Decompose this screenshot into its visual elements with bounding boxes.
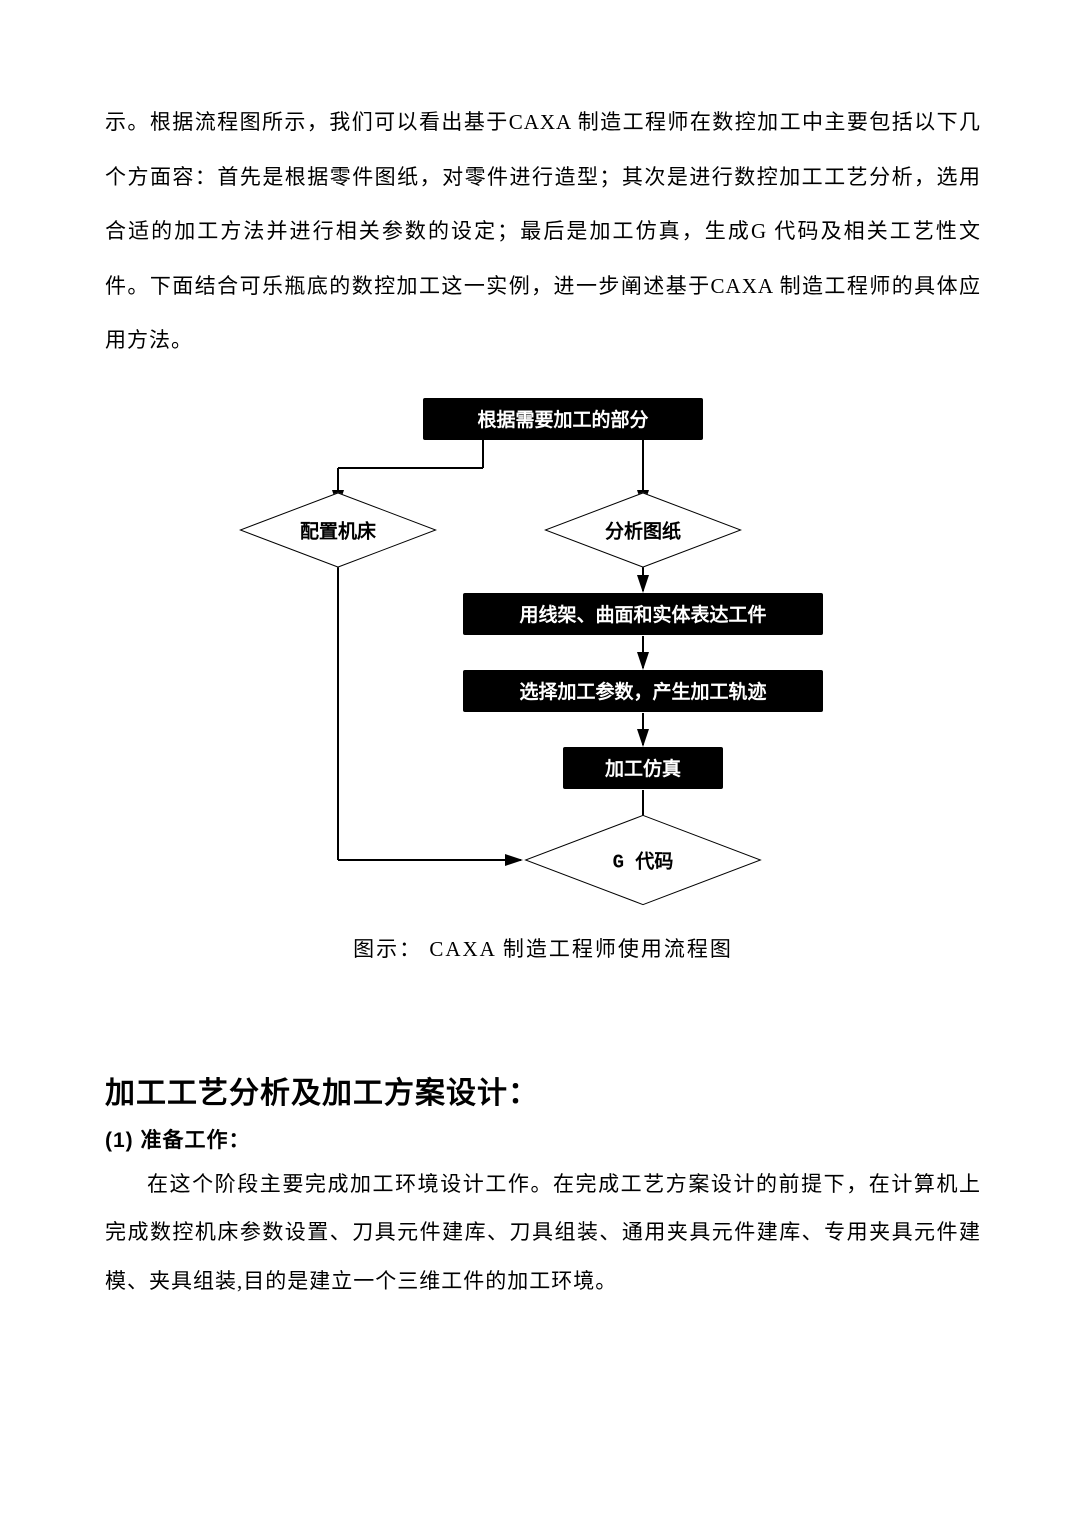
node-params: 选择加工参数，产生加工轨迹 [463, 670, 823, 712]
flowchart: 根据需要加工的部分 配置机床 分析图纸 用线架、曲面和实体表达工件 选择加工参数… [223, 398, 863, 918]
section-heading: 加工工艺分析及加工方案设计： [105, 1068, 981, 1112]
node-machine-label: 配置机床 [300, 517, 376, 544]
node-analyze-label: 分析图纸 [605, 517, 681, 544]
flowchart-caption: 图示： CAXA 制造工程师使用流程图 [105, 933, 981, 963]
subsection-heading: (1) 准备工作： [105, 1124, 981, 1154]
node-gcode-label: G 代码 [613, 847, 674, 874]
body-paragraph: 在这个阶段主要完成加工环境设计工作。在完成工艺方案设计的前提下，在计算机上完成数… [105, 1160, 981, 1305]
node-gcode: G 代码 [523, 813, 763, 908]
node-analyze: 分析图纸 [543, 483, 743, 578]
intro-paragraph: 示。根据流程图所示，我们可以看出基于CAXA 制造工程师在数控加工中主要包括以下… [105, 95, 981, 368]
node-top: 根据需要加工的部分 [423, 398, 703, 440]
node-machine: 配置机床 [238, 483, 438, 578]
node-express: 用线架、曲面和实体表达工件 [463, 593, 823, 635]
